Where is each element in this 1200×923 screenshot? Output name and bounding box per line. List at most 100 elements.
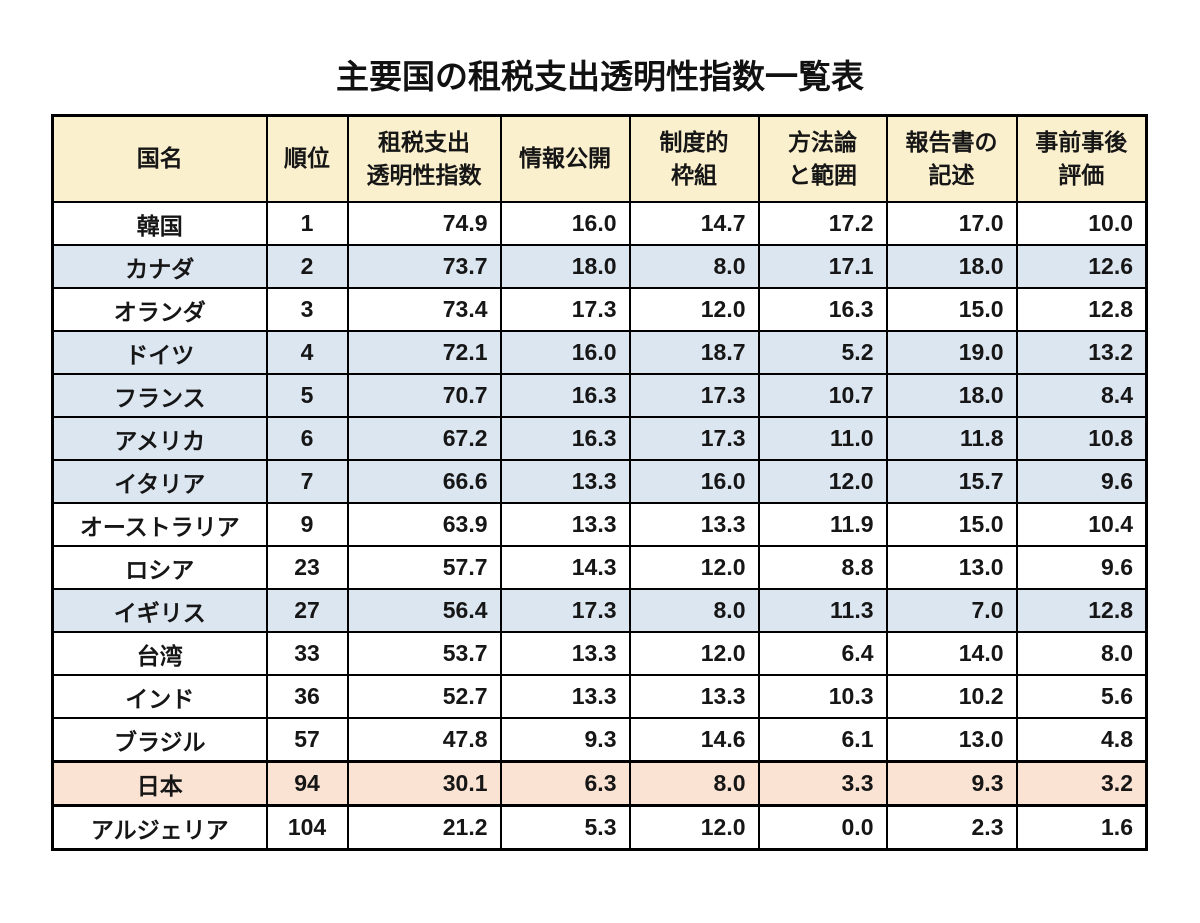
value-cell: 14.7: [628, 201, 760, 246]
rank-cell: 6: [265, 416, 349, 461]
rank-cell: 7: [265, 459, 349, 504]
value-cell: 73.4: [346, 287, 502, 332]
value-cell: 13.3: [499, 674, 631, 719]
value-cell: 5.6: [1015, 674, 1148, 719]
table-row: オーストラリア 9 63.9 13.3 13.3 11.9 15.0 10.4: [51, 502, 1148, 547]
table-row: イタリア 7 66.6 13.3 16.0 12.0 15.7 9.6: [51, 459, 1148, 504]
value-cell: 9.6: [1015, 545, 1148, 590]
header-row: 国名 順位 租税支出 透明性指数 情報公開 制度的 枠組: [51, 114, 1148, 203]
table-row: イギリス 27 56.4 17.3 8.0 11.3 7.0 12.8: [51, 588, 1148, 633]
value-cell: 2.3: [885, 804, 1018, 851]
table-row: カナダ 2 73.7 18.0 8.0 17.1 18.0 12.6: [51, 244, 1148, 289]
value-cell: 12.0: [628, 545, 760, 590]
value-cell: 1.6: [1015, 804, 1148, 851]
value-cell: 6.1: [757, 717, 888, 763]
rank-cell: 104: [265, 804, 349, 851]
value-cell: 70.7: [346, 373, 502, 418]
col-header-label: 方法論: [788, 128, 857, 155]
value-cell: 53.7: [346, 631, 502, 676]
value-cell: 57.7: [346, 545, 502, 590]
page-title: 主要国の租税支出透明性指数一覧表: [336, 58, 864, 95]
value-cell: 13.3: [499, 459, 631, 504]
value-cell: 13.3: [499, 502, 631, 547]
value-cell: 17.3: [628, 373, 760, 418]
value-cell: 16.3: [499, 416, 631, 461]
value-cell: 8.0: [628, 760, 760, 807]
value-cell: 17.3: [628, 416, 760, 461]
value-cell: 8.0: [1015, 631, 1148, 676]
value-cell: 12.0: [628, 287, 760, 332]
col-header-label-line2: と範囲: [788, 162, 857, 188]
country-cell: アルジェリア: [51, 804, 268, 851]
value-cell: 18.7: [628, 330, 760, 375]
value-cell: 47.8: [346, 717, 502, 763]
table-row: 韓国 1 74.9 16.0 14.7 17.2 17.0 10.0: [51, 201, 1148, 246]
value-cell: 16.3: [757, 287, 888, 332]
value-cell: 16.0: [499, 201, 631, 246]
value-cell: 8.4: [1015, 373, 1148, 418]
value-cell: 12.0: [628, 804, 760, 851]
country-cell: ドイツ: [51, 330, 268, 375]
value-cell: 15.0: [885, 502, 1018, 547]
rank-cell: 9: [265, 502, 349, 547]
value-cell: 12.8: [1015, 287, 1148, 332]
value-cell: 17.2: [757, 201, 888, 246]
value-cell: 0.0: [757, 804, 888, 851]
value-cell: 14.6: [628, 717, 760, 763]
table-row: インド 36 52.7 13.3 13.3 10.3 10.2 5.6: [51, 674, 1148, 719]
transparency-index-table: 国名 順位 租税支出 透明性指数 情報公開 制度的 枠組: [51, 114, 1148, 851]
value-cell: 12.0: [757, 459, 888, 504]
value-cell: 19.0: [885, 330, 1018, 375]
country-cell: 日本: [51, 760, 268, 807]
rank-cell: 23: [265, 545, 349, 590]
value-cell: 4.8: [1015, 717, 1148, 763]
country-cell: オランダ: [51, 287, 268, 332]
table-row: オランダ 3 73.4 17.3 12.0 16.3 15.0 12.8: [51, 287, 1148, 332]
value-cell: 9.6: [1015, 459, 1148, 504]
value-cell: 13.2: [1015, 330, 1148, 375]
col-header-label-line2: 評価: [1058, 162, 1105, 188]
value-cell: 56.4: [346, 588, 502, 633]
value-cell: 72.1: [346, 330, 502, 375]
col-header-country: 国名: [51, 114, 268, 203]
value-cell: 5.2: [757, 330, 888, 375]
rank-cell: 27: [265, 588, 349, 633]
value-cell: 8.0: [628, 244, 760, 289]
col-header-label-line2: 枠組: [671, 162, 717, 188]
value-cell: 18.0: [499, 244, 631, 289]
col-header-index: 租税支出 透明性指数: [346, 114, 502, 203]
value-cell: 10.2: [885, 674, 1018, 719]
country-cell: オーストラリア: [51, 502, 268, 547]
value-cell: 18.0: [885, 244, 1018, 289]
col-header-label: 順位: [284, 145, 330, 172]
value-cell: 67.2: [346, 416, 502, 461]
rank-cell: 94: [265, 760, 349, 807]
value-cell: 52.7: [346, 674, 502, 719]
table-header: 国名 順位 租税支出 透明性指数 情報公開 制度的 枠組: [51, 114, 1148, 203]
rank-cell: 3: [265, 287, 349, 332]
country-cell: イギリス: [51, 588, 268, 633]
value-cell: 17.3: [499, 287, 631, 332]
col-header-rank: 順位: [265, 114, 349, 203]
value-cell: 10.7: [757, 373, 888, 418]
value-cell: 12.0: [628, 631, 760, 676]
value-cell: 15.0: [885, 287, 1018, 332]
rank-cell: 57: [265, 717, 349, 763]
value-cell: 66.6: [346, 459, 502, 504]
col-header-disclosure: 情報公開: [499, 114, 631, 203]
value-cell: 13.3: [628, 502, 760, 547]
table-row: アメリカ 6 67.2 16.3 17.3 11.0 11.8 10.8: [51, 416, 1148, 461]
rank-cell: 4: [265, 330, 349, 375]
table-row: ブラジル 57 47.8 9.3 14.6 6.1 13.0 4.8: [51, 717, 1148, 763]
col-header-label: 情報公開: [519, 145, 611, 172]
value-cell: 3.2: [1015, 760, 1148, 807]
table-row: ドイツ 4 72.1 16.0 18.7 5.2 19.0 13.2: [51, 330, 1148, 375]
rank-cell: 33: [265, 631, 349, 676]
country-cell: カナダ: [51, 244, 268, 289]
country-cell: アメリカ: [51, 416, 268, 461]
value-cell: 5.3: [499, 804, 631, 851]
col-header-label: 国名: [136, 145, 183, 172]
col-header-label-line2: 記述: [928, 162, 975, 188]
value-cell: 7.0: [885, 588, 1018, 633]
rank-cell: 36: [265, 674, 349, 719]
